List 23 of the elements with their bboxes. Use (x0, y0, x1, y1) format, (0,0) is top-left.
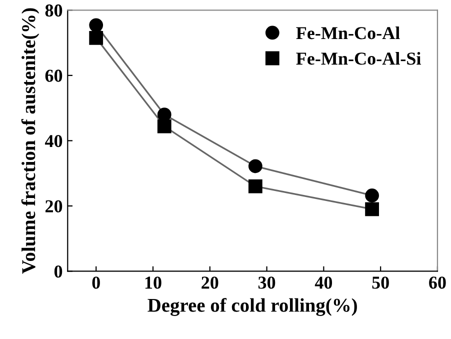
legend-label: Fe-Mn-Co-Al (296, 26, 400, 40)
y-tick-label: 40 (44, 134, 62, 148)
x-axis-title: Degree of cold rolling(%) (148, 298, 357, 316)
point (248, 179, 262, 194)
point (365, 202, 379, 216)
x-tick-label: 20 (202, 276, 218, 289)
point (248, 159, 262, 174)
x-tick-label: 10 (145, 276, 162, 289)
y-tick-label: 20 (45, 200, 62, 212)
y-tick-label: 80 (45, 4, 62, 17)
point (89, 30, 104, 45)
x-tick-label: 0 (92, 276, 100, 289)
x-tick-label: 50 (372, 276, 389, 289)
point (157, 119, 172, 134)
point (89, 18, 104, 32)
y-tick-label: 0 (54, 265, 62, 278)
y-axis-title: Volume fraction of austenite(%) (21, 8, 40, 274)
point (365, 188, 379, 202)
x-tick-label: 60 (429, 276, 446, 289)
x-tick-label: 40 (314, 276, 332, 289)
legend-label: Fe-Mn-Co-Al-Si (296, 52, 421, 65)
x-tick-label: 30 (258, 276, 276, 289)
y-tick-label: 60 (45, 70, 62, 82)
